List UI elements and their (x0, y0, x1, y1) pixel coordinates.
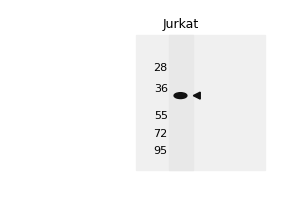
Bar (169, 35, 193, 170)
Bar (136, 35, 266, 170)
Ellipse shape (174, 93, 187, 99)
Text: 95: 95 (154, 146, 168, 156)
Text: 28: 28 (154, 63, 168, 73)
Text: 36: 36 (154, 84, 168, 94)
Text: 55: 55 (154, 111, 168, 121)
Text: Jurkat: Jurkat (162, 18, 199, 31)
Polygon shape (193, 92, 200, 99)
Text: 72: 72 (154, 129, 168, 139)
